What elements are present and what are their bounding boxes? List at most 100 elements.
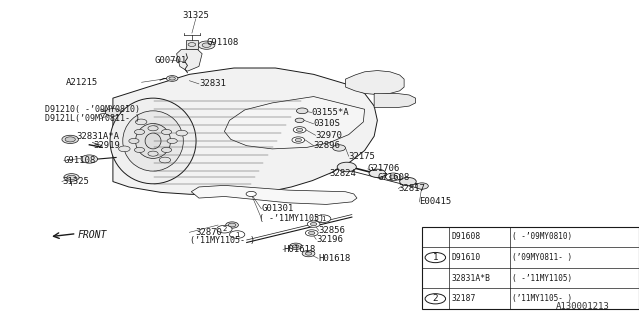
Circle shape	[302, 251, 315, 257]
Circle shape	[159, 157, 171, 163]
Text: 1: 1	[321, 216, 325, 222]
Circle shape	[105, 108, 120, 116]
Circle shape	[67, 175, 76, 180]
Bar	[422, 227, 639, 309]
Circle shape	[295, 118, 304, 123]
Text: 32831A*B: 32831A*B	[452, 274, 491, 283]
Circle shape	[202, 43, 211, 47]
Circle shape	[305, 252, 312, 255]
Circle shape	[292, 245, 299, 248]
Circle shape	[148, 151, 158, 156]
Text: H01618: H01618	[283, 245, 316, 254]
Circle shape	[166, 76, 178, 81]
Text: (’11MY1105- ): (’11MY1105- )	[190, 236, 255, 245]
Circle shape	[296, 108, 308, 114]
Circle shape	[316, 215, 331, 222]
Text: A130001213: A130001213	[556, 302, 609, 311]
Circle shape	[305, 230, 318, 236]
Circle shape	[176, 130, 188, 136]
Ellipse shape	[136, 124, 171, 158]
Ellipse shape	[145, 133, 161, 149]
Polygon shape	[374, 93, 415, 108]
Text: G91108: G91108	[207, 38, 239, 47]
Text: 32175: 32175	[349, 152, 376, 161]
Circle shape	[217, 225, 232, 233]
Text: 2: 2	[433, 294, 438, 303]
Circle shape	[230, 231, 245, 238]
Text: G00701: G00701	[154, 56, 187, 65]
Text: 32896: 32896	[314, 141, 340, 150]
Circle shape	[134, 130, 145, 134]
Text: G21706: G21706	[368, 164, 400, 173]
Text: 2: 2	[222, 226, 227, 232]
Circle shape	[188, 43, 196, 46]
Text: 32919: 32919	[94, 141, 121, 150]
Polygon shape	[177, 49, 202, 71]
Circle shape	[118, 146, 130, 152]
Polygon shape	[225, 97, 365, 149]
Circle shape	[399, 178, 416, 186]
Text: ( -’09MY0810): ( -’09MY0810)	[513, 232, 573, 241]
Circle shape	[81, 155, 98, 163]
Text: D91610: D91610	[452, 253, 481, 262]
Circle shape	[136, 119, 147, 125]
Text: E00415: E00415	[419, 197, 452, 206]
Text: ( -’11MY1105): ( -’11MY1105)	[513, 274, 573, 283]
Text: 31325: 31325	[182, 11, 209, 20]
Circle shape	[292, 137, 305, 143]
Circle shape	[369, 169, 386, 178]
Bar	[186, 40, 198, 49]
Polygon shape	[113, 68, 378, 195]
Circle shape	[425, 252, 445, 263]
Text: A21215: A21215	[66, 78, 99, 87]
Circle shape	[390, 175, 397, 179]
Circle shape	[246, 191, 256, 196]
Text: ( -’11MY1105): ( -’11MY1105)	[259, 214, 324, 223]
Circle shape	[296, 128, 303, 132]
Text: 32831A*A: 32831A*A	[77, 132, 120, 141]
Circle shape	[310, 222, 317, 226]
Circle shape	[129, 139, 139, 143]
Text: 0310S: 0310S	[314, 119, 340, 128]
Circle shape	[289, 243, 302, 250]
Circle shape	[337, 162, 356, 172]
Circle shape	[295, 139, 301, 142]
Text: (’11MY1105- ): (’11MY1105- )	[513, 294, 573, 303]
Text: 32824: 32824	[330, 170, 356, 179]
Circle shape	[425, 294, 445, 304]
Text: 32970: 32970	[316, 131, 342, 140]
Text: D91608: D91608	[452, 232, 481, 241]
Circle shape	[169, 77, 175, 80]
Polygon shape	[346, 70, 404, 95]
Text: 32870: 32870	[196, 228, 223, 237]
Text: (’09MY0811- ): (’09MY0811- )	[513, 253, 573, 262]
Circle shape	[308, 231, 315, 235]
Text: 32187: 32187	[452, 294, 476, 303]
Circle shape	[226, 222, 239, 228]
Circle shape	[386, 173, 401, 180]
Circle shape	[307, 221, 320, 227]
Text: D9121L(’09MY0811- ): D9121L(’09MY0811- )	[45, 114, 140, 123]
Circle shape	[415, 183, 428, 189]
Text: 32196: 32196	[316, 235, 343, 244]
Text: G91108: G91108	[64, 156, 96, 165]
Circle shape	[62, 135, 79, 143]
Circle shape	[134, 148, 145, 152]
Circle shape	[161, 148, 172, 152]
Text: H01618: H01618	[318, 254, 350, 263]
Text: 31325: 31325	[62, 177, 89, 186]
Circle shape	[198, 41, 215, 49]
Text: 1: 1	[433, 253, 438, 262]
Text: 03155*A: 03155*A	[312, 108, 349, 117]
Circle shape	[148, 126, 158, 131]
Circle shape	[161, 130, 172, 134]
Ellipse shape	[123, 111, 183, 171]
Circle shape	[228, 223, 236, 227]
Polygon shape	[191, 185, 357, 204]
Circle shape	[333, 145, 346, 151]
Circle shape	[293, 127, 306, 133]
Text: 32856: 32856	[319, 226, 346, 235]
Circle shape	[167, 139, 177, 143]
Text: FRONT: FRONT	[78, 230, 108, 240]
Text: D91210( -’09MY0810): D91210( -’09MY0810)	[45, 105, 140, 114]
